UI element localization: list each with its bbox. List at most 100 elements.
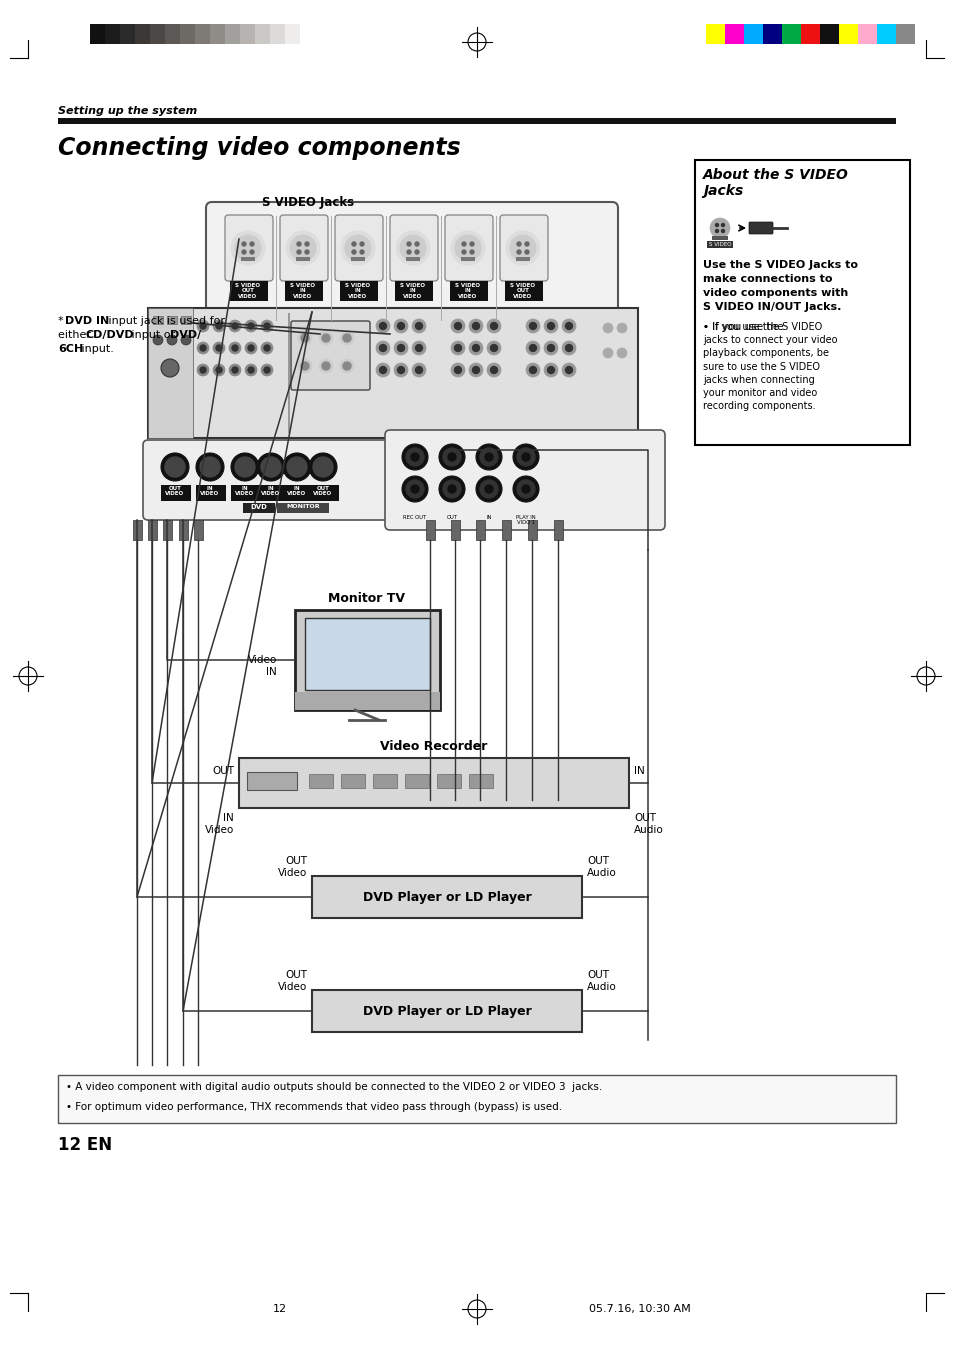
Bar (163, 520, 172, 540)
Text: S VIDEO: S VIDEO (708, 242, 731, 247)
Circle shape (232, 323, 237, 330)
Circle shape (248, 367, 253, 373)
Bar (450, 281, 488, 301)
Circle shape (448, 485, 456, 493)
Bar (132, 520, 142, 540)
Circle shape (196, 342, 209, 354)
Bar (436, 774, 460, 788)
Circle shape (250, 242, 253, 246)
Circle shape (245, 320, 256, 332)
Circle shape (476, 476, 501, 503)
Circle shape (345, 235, 371, 261)
Text: • If you use the: • If you use the (702, 322, 786, 332)
Circle shape (322, 334, 330, 342)
Bar (90, 24, 105, 45)
Circle shape (521, 453, 530, 461)
Circle shape (469, 319, 482, 332)
Circle shape (479, 449, 497, 466)
Text: OUT
Video: OUT Video (277, 857, 307, 878)
Bar (105, 24, 120, 45)
Bar (426, 520, 435, 540)
Text: S VIDEO
IN
VIDEO: S VIDEO IN VIDEO (291, 282, 315, 299)
Circle shape (339, 331, 354, 345)
Circle shape (490, 345, 497, 351)
Bar (309, 485, 338, 501)
Bar (294, 692, 439, 711)
Circle shape (415, 250, 418, 254)
Circle shape (215, 323, 222, 330)
Bar (501, 520, 511, 540)
Circle shape (213, 363, 225, 376)
Bar (476, 520, 484, 540)
Circle shape (406, 449, 423, 466)
Circle shape (229, 320, 241, 332)
Circle shape (375, 363, 390, 377)
Text: REC OUT: REC OUT (403, 515, 426, 520)
FancyBboxPatch shape (294, 611, 439, 711)
Circle shape (479, 480, 497, 499)
Circle shape (290, 235, 315, 261)
Text: S VIDEO
OUT
VIDEO: S VIDEO OUT VIDEO (510, 282, 535, 299)
Circle shape (524, 250, 529, 254)
Bar (516, 257, 530, 261)
Circle shape (397, 345, 404, 351)
Circle shape (565, 323, 572, 330)
Circle shape (305, 242, 309, 246)
Circle shape (411, 485, 418, 493)
Circle shape (472, 366, 479, 373)
Circle shape (234, 235, 261, 261)
Circle shape (231, 453, 258, 481)
Circle shape (416, 345, 422, 351)
Circle shape (484, 485, 493, 493)
Circle shape (525, 319, 539, 332)
Text: S VIDEO Jacks: S VIDEO Jacks (262, 196, 354, 209)
Circle shape (200, 367, 206, 373)
Circle shape (215, 367, 222, 373)
Circle shape (242, 242, 246, 246)
Bar (857, 24, 876, 45)
Text: OUT: OUT (446, 515, 457, 520)
Circle shape (715, 230, 718, 232)
Circle shape (412, 340, 426, 355)
Circle shape (602, 323, 613, 332)
Circle shape (401, 444, 428, 470)
Text: • If you use the S VIDEO
jacks to connect your video
playback components, be
sur: • If you use the S VIDEO jacks to connec… (702, 322, 837, 411)
Bar (339, 281, 377, 301)
Circle shape (543, 363, 558, 377)
Bar (705, 24, 724, 45)
Bar (351, 257, 365, 261)
Bar (256, 485, 287, 501)
Circle shape (229, 363, 241, 376)
Text: Video Recorder: Video Recorder (380, 740, 487, 753)
Circle shape (296, 242, 301, 246)
Bar (58, 1075, 895, 1123)
Text: OUT
VIDEO: OUT VIDEO (165, 486, 184, 496)
Circle shape (234, 457, 254, 477)
Circle shape (415, 242, 418, 246)
Circle shape (529, 366, 536, 373)
Bar (876, 24, 895, 45)
Circle shape (352, 250, 355, 254)
Bar (820, 24, 838, 45)
Circle shape (517, 250, 520, 254)
Circle shape (301, 362, 309, 370)
Circle shape (706, 215, 732, 240)
Bar (762, 24, 781, 45)
Circle shape (232, 345, 237, 351)
Circle shape (261, 342, 273, 354)
Text: Use the S VIDEO Jacks to
make connections to
video components with
S VIDEO IN/OU: Use the S VIDEO Jacks to make connection… (702, 259, 857, 312)
Text: IN: IN (634, 766, 644, 775)
Bar (305, 617, 430, 690)
Bar (180, 24, 194, 45)
FancyBboxPatch shape (206, 203, 618, 334)
Circle shape (543, 319, 558, 332)
FancyBboxPatch shape (385, 430, 664, 530)
Circle shape (394, 363, 408, 377)
Circle shape (513, 476, 538, 503)
Circle shape (486, 319, 500, 332)
Bar (724, 24, 743, 45)
Text: 05.7.16, 10:30 AM: 05.7.16, 10:30 AM (589, 1304, 690, 1315)
Circle shape (416, 323, 422, 330)
Circle shape (442, 449, 460, 466)
Text: Setting up the system: Setting up the system (58, 105, 197, 116)
